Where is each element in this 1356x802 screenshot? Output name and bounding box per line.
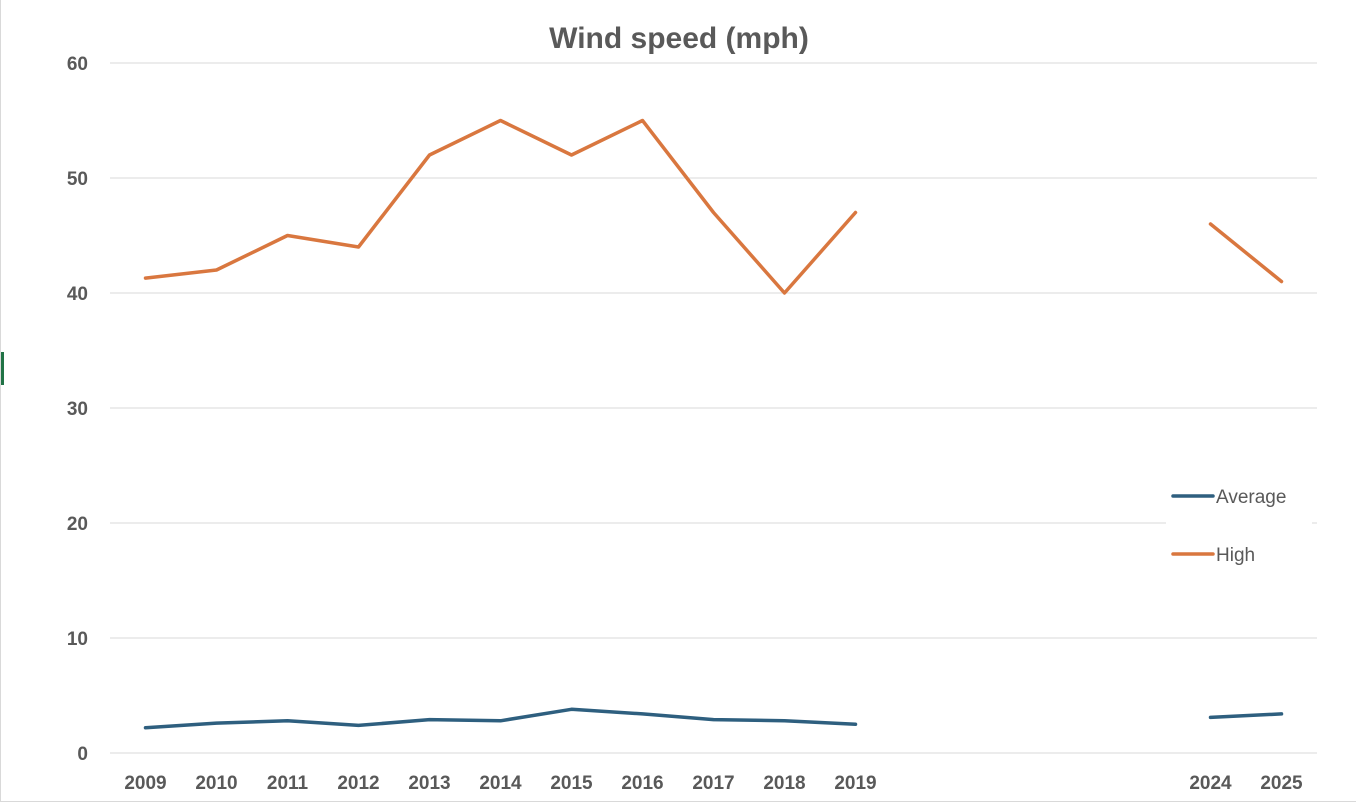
y-tick-label: 20 [67,514,88,535]
x-tick-label: 2017 [692,773,734,794]
plot-area[interactable] [143,118,1284,730]
legend-entry-high[interactable]: High [1171,545,1255,566]
x-tick-label: 2019 [834,773,876,794]
x-tick-label: 2014 [479,773,522,794]
x-tick-label: 2009 [124,773,166,794]
y-tick-label: 10 [67,629,88,650]
chart-title[interactable]: Wind speed (mph) [549,22,809,55]
y-tick-label: 0 [77,744,88,765]
chart-selection-handle[interactable] [1,352,4,385]
x-tick-label: 2012 [337,773,379,794]
y-axis[interactable]: 0 10 20 30 40 50 60 [67,54,88,765]
x-tick-label: 2010 [195,773,237,794]
series-line-high[interactable] [143,118,858,295]
y-tick-label: 30 [67,399,88,420]
series-line-high[interactable] [1208,222,1284,284]
y-tick-label: 40 [67,284,88,305]
x-tick-label: 2015 [550,773,593,794]
x-axis[interactable]: 2009 2010 2011 2012 2013 2014 2015 2016 2017 2018… [124,773,1303,794]
y-tick-label: 60 [67,54,88,75]
series-line-average[interactable] [1208,712,1284,720]
x-tick-label: 2018 [763,773,805,794]
legend-label: High [1216,545,1255,566]
y-tick-label: 50 [67,169,88,190]
series-high[interactable] [143,118,1284,295]
x-tick-label: 2024 [1189,773,1232,794]
legend-entry-average[interactable]: Average [1171,487,1286,508]
series-average[interactable] [143,707,1284,730]
x-tick-label: 2016 [621,773,663,794]
x-tick-label: 2013 [408,773,450,794]
legend-background [1166,476,1312,580]
legend[interactable]: Average High [1166,476,1312,580]
legend-label: Average [1216,487,1286,508]
series-line-average[interactable] [143,707,858,730]
gridlines [110,62,1317,754]
x-tick-label: 2025 [1260,773,1303,794]
x-tick-label: 2011 [267,773,309,794]
